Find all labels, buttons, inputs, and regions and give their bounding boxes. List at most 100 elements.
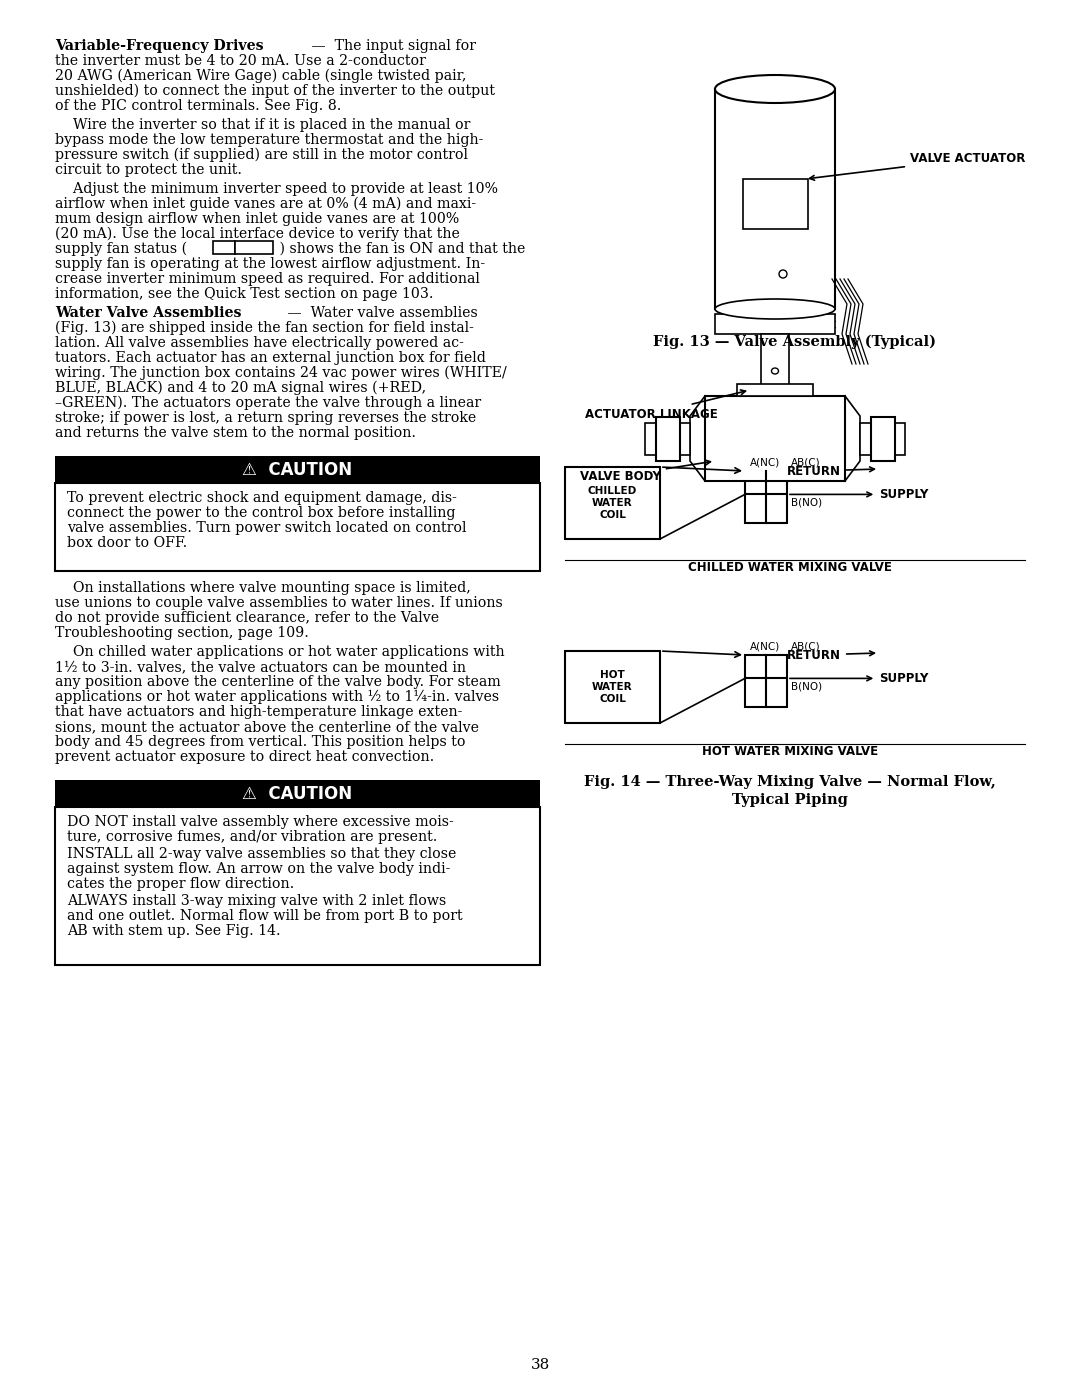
Bar [745, 655, 787, 707]
Bar [737, 384, 813, 395]
Bar [565, 467, 660, 539]
Text: information, see the Quick Test section on page 103.: information, see the Quick Test section … [55, 286, 433, 300]
Text: To prevent electric shock and equipment damage, dis-: To prevent electric shock and equipment … [67, 490, 457, 504]
Text: B(NO): B(NO) [791, 682, 822, 692]
Text: cates the proper flow direction.: cates the proper flow direction. [67, 877, 294, 891]
Text: supply fan is operating at the lowest airflow adjustment. In-: supply fan is operating at the lowest ai… [55, 257, 485, 271]
Text: 20 AWG (American Wire Gage) cable (single twisted pair,: 20 AWG (American Wire Gage) cable (singl… [55, 68, 467, 84]
Text: circuit to protect the unit.: circuit to protect the unit. [55, 163, 242, 177]
Bar [55, 455, 540, 483]
Text: (Fig. 13) are shipped inside the fan section for field instal-: (Fig. 13) are shipped inside the fan sec… [55, 321, 474, 335]
Text: STAT: STAT [238, 242, 270, 253]
Text: Water Valve Assemblies: Water Valve Assemblies [55, 306, 242, 320]
Text: ture, corrosive fumes, and/or vibration are present.: ture, corrosive fumes, and/or vibration … [67, 830, 437, 844]
Text: INSTALL all 2-way valve assemblies so that they close: INSTALL all 2-way valve assemblies so th… [67, 847, 457, 861]
Text: HOT WATER MIXING VALVE: HOT WATER MIXING VALVE [702, 745, 878, 759]
Text: (20 mA). Use the local interface device to verify that the: (20 mA). Use the local interface device … [55, 226, 460, 242]
Text: CHILLED WATER MIXING VALVE: CHILLED WATER MIXING VALVE [688, 562, 892, 574]
Bar [565, 651, 660, 724]
Text: AB with stem up. See Fig. 14.: AB with stem up. See Fig. 14. [67, 923, 281, 937]
Text: ACTUATOR LINKAGE: ACTUATOR LINKAGE [585, 390, 745, 420]
Text: —  Water valve assemblies: — Water valve assemblies [283, 306, 477, 320]
Text: –GREEN). The actuators operate the valve through a linear: –GREEN). The actuators operate the valve… [55, 395, 481, 411]
Text: stroke; if power is lost, a return spring reverses the stroke: stroke; if power is lost, a return sprin… [55, 411, 476, 425]
Text: wiring. The junction box contains 24 vac power wires (WHITE/: wiring. The junction box contains 24 vac… [55, 366, 507, 380]
Text: RETURN: RETURN [787, 464, 875, 478]
Text: tuators. Each actuator has an external junction box for field: tuators. Each actuator has an external j… [55, 351, 486, 365]
Text: of the PIC control terminals. See Fig. 8.: of the PIC control terminals. See Fig. 8… [55, 99, 341, 113]
Text: do not provide sufficient clearance, refer to the Valve: do not provide sufficient clearance, ref… [55, 610, 440, 624]
Bar [213, 242, 235, 254]
Text: use unions to couple valve assemblies to water lines. If unions: use unions to couple valve assemblies to… [55, 597, 503, 610]
Ellipse shape [779, 270, 787, 278]
Text: —  The input signal for: — The input signal for [307, 39, 476, 53]
Text: 38: 38 [530, 1358, 550, 1372]
Bar [715, 314, 835, 334]
Text: SUPPLY: SUPPLY [789, 672, 929, 685]
Text: ⚠  CAUTION: ⚠ CAUTION [242, 785, 352, 802]
Text: applications or hot water applications with ½ to 1¼-in. valves: applications or hot water applications w… [55, 690, 499, 704]
Text: mum design airflow when inlet guide vanes are at 100%: mum design airflow when inlet guide vane… [55, 212, 459, 226]
Text: SUPPLY: SUPPLY [789, 488, 929, 502]
Text: VALVE ACTUATOR: VALVE ACTUATOR [810, 152, 1025, 180]
Text: box door to OFF.: box door to OFF. [67, 536, 187, 550]
Text: Adjust the minimum inverter speed to provide at least 10%: Adjust the minimum inverter speed to pro… [55, 182, 498, 196]
Text: crease inverter minimum speed as required. For additional: crease inverter minimum speed as require… [55, 272, 480, 286]
Text: Fig. 14 — Three-Way Mixing Valve — Normal Flow,: Fig. 14 — Three-Way Mixing Valve — Norma… [584, 775, 996, 789]
Ellipse shape [771, 367, 779, 374]
Text: DO NOT install valve assembly where excessive mois-: DO NOT install valve assembly where exce… [67, 814, 454, 828]
Text: lation. All valve assemblies have electrically powered ac-: lation. All valve assemblies have electr… [55, 337, 464, 351]
Bar [860, 422, 905, 454]
Text: On chilled water applications or hot water applications with: On chilled water applications or hot wat… [55, 645, 504, 659]
Text: 4: 4 [220, 240, 228, 254]
Bar [645, 422, 690, 454]
Text: Fig. 13 — Valve Assembly (Typical): Fig. 13 — Valve Assembly (Typical) [653, 335, 936, 349]
Text: bypass mode the low temperature thermostat and the high-: bypass mode the low temperature thermost… [55, 133, 484, 147]
Text: pressure switch (if supplied) are still in the motor control: pressure switch (if supplied) are still … [55, 148, 468, 162]
Text: BLUE, BLACK) and 4 to 20 mA signal wires (+RED,: BLUE, BLACK) and 4 to 20 mA signal wires… [55, 381, 427, 395]
Text: and one outlet. Normal flow will be from port B to port: and one outlet. Normal flow will be from… [67, 909, 462, 923]
Text: On installations where valve mounting space is limited,: On installations where valve mounting sp… [55, 581, 471, 595]
Bar [870, 416, 894, 461]
Text: valve assemblies. Turn power switch located on control: valve assemblies. Turn power switch loca… [67, 521, 467, 535]
Text: supply fan status (: supply fan status ( [55, 242, 191, 257]
Text: unshielded) to connect the input of the inverter to the output: unshielded) to connect the input of the … [55, 84, 495, 98]
Text: CHILLED
WATER
COIL: CHILLED WATER COIL [588, 486, 637, 520]
Text: airflow when inlet guide vanes are at 0% (4 mA) and maxi-: airflow when inlet guide vanes are at 0%… [55, 197, 476, 211]
Bar [743, 179, 808, 229]
Text: ALWAYS install 3-way mixing valve with 2 inlet flows: ALWAYS install 3-way mixing valve with 2… [67, 894, 446, 908]
Text: sions, mount the actuator above the centerline of the valve: sions, mount the actuator above the cent… [55, 719, 480, 733]
Text: that have actuators and high-temperature linkage exten-: that have actuators and high-temperature… [55, 705, 462, 719]
Text: AB(C): AB(C) [791, 641, 821, 651]
Text: RETURN: RETURN [787, 648, 875, 662]
Text: body and 45 degrees from vertical. This position helps to: body and 45 degrees from vertical. This … [55, 735, 465, 749]
Bar [705, 395, 845, 481]
Text: Troubleshooting section, page 109.: Troubleshooting section, page 109. [55, 626, 309, 640]
Text: against system flow. An arrow on the valve body indi-: against system flow. An arrow on the val… [67, 862, 450, 876]
Text: Wire the inverter so that if it is placed in the manual or: Wire the inverter so that if it is place… [55, 117, 471, 131]
Text: A(NC): A(NC) [750, 641, 780, 651]
Text: any position above the centerline of the valve body. For steam: any position above the centerline of the… [55, 675, 501, 689]
Bar [55, 807, 540, 965]
Bar [235, 242, 273, 254]
Text: prevent actuator exposure to direct heat convection.: prevent actuator exposure to direct heat… [55, 750, 434, 764]
Bar [745, 471, 787, 522]
Bar [761, 334, 789, 388]
Text: connect the power to the control box before installing: connect the power to the control box bef… [67, 506, 456, 520]
Text: the inverter must be 4 to 20 mA. Use a 2-conductor: the inverter must be 4 to 20 mA. Use a 2… [55, 54, 426, 68]
Ellipse shape [715, 299, 835, 319]
Text: Variable-Frequency Drives: Variable-Frequency Drives [55, 39, 264, 53]
Text: B(NO): B(NO) [791, 497, 822, 507]
Text: A(NC): A(NC) [750, 457, 780, 467]
Text: 1½ to 3-in. valves, the valve actuators can be mounted in: 1½ to 3-in. valves, the valve actuators … [55, 659, 465, 673]
Text: ⚠  CAUTION: ⚠ CAUTION [242, 461, 352, 479]
Text: AB(C): AB(C) [791, 457, 821, 467]
Bar [656, 416, 679, 461]
Text: ) shows the fan is ON and that the: ) shows the fan is ON and that the [275, 242, 525, 256]
Text: Typical Piping: Typical Piping [732, 793, 848, 807]
Text: VALVE BODY: VALVE BODY [580, 460, 711, 482]
Text: HOT
WATER
COIL: HOT WATER COIL [592, 671, 633, 704]
Bar [715, 89, 835, 309]
Ellipse shape [715, 75, 835, 103]
Bar [55, 780, 540, 807]
